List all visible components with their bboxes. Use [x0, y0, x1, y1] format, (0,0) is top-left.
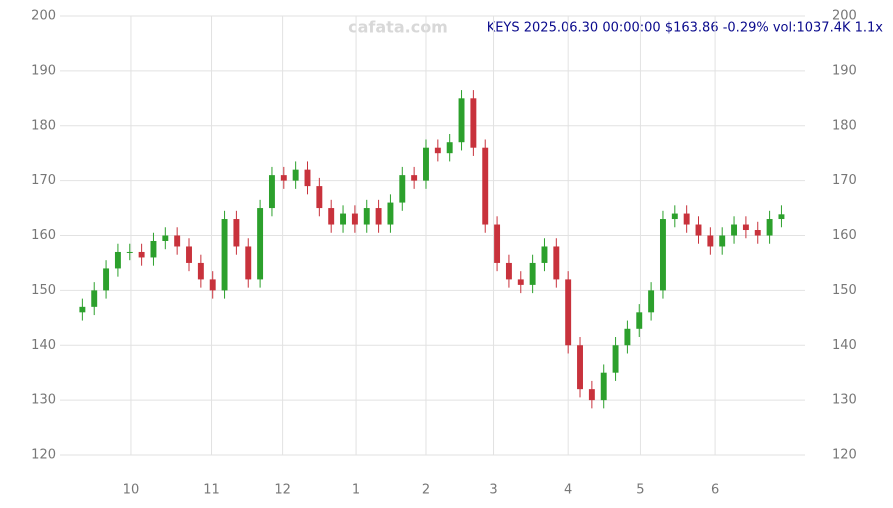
candle-body: [766, 219, 773, 236]
candle-body: [446, 142, 453, 154]
candle-body: [126, 251, 133, 253]
candle-body: [162, 235, 169, 241]
y-tick-label-right: 160: [832, 228, 857, 243]
candle-body: [482, 147, 489, 225]
candle-body: [565, 279, 572, 346]
candle-body: [91, 290, 98, 307]
y-tick-label: 160: [31, 228, 56, 243]
candle-body: [138, 251, 145, 258]
y-tick-label-right: 120: [832, 448, 857, 463]
candle-body: [328, 208, 335, 225]
candle-body: [280, 175, 287, 181]
candle-body: [79, 306, 86, 313]
x-tick-label: 2: [422, 483, 430, 498]
y-tick-label-right: 180: [832, 118, 857, 133]
candle-body: [494, 224, 501, 263]
candle-body: [292, 169, 299, 181]
candle-body: [731, 224, 738, 236]
candle-body: [209, 279, 216, 291]
candle-body: [648, 290, 655, 313]
candle-body: [197, 262, 204, 280]
candle-body: [186, 246, 192, 263]
watermark: cafata.com: [348, 18, 448, 37]
candle-body: [387, 202, 394, 225]
y-tick-label: 190: [31, 63, 56, 78]
candle-body: [233, 219, 240, 247]
candle-body: [553, 246, 560, 280]
y-tick-label-right: 130: [832, 393, 857, 408]
y-tick-label: 200: [31, 9, 56, 24]
chart-title: KEYS 2025.06.30 00:00:00 $163.86 -0.29% …: [487, 21, 884, 36]
candle-body: [695, 224, 702, 236]
candle-body: [612, 345, 619, 373]
candle-body: [340, 213, 347, 225]
candle-body: [434, 147, 441, 154]
candle-body: [754, 230, 761, 236]
candle-body: [505, 262, 512, 280]
candle-body: [363, 208, 370, 225]
x-tick-label: 1: [352, 483, 360, 498]
candle-body: [458, 98, 465, 143]
candle-body: [636, 312, 643, 329]
y-tick-label: 130: [31, 393, 56, 408]
candle-body: [541, 246, 548, 263]
y-tick-label-right: 170: [832, 173, 857, 188]
candle-body: [399, 175, 406, 203]
candle-body: [411, 175, 418, 181]
candle-body: [778, 214, 785, 220]
candle-body: [470, 98, 477, 148]
candle-body: [600, 372, 607, 401]
x-tick-label: 3: [489, 483, 497, 498]
candle-body: [103, 268, 110, 291]
candle-body: [245, 246, 252, 280]
candle-body: [517, 279, 524, 285]
candle-body: [659, 219, 666, 291]
candle-body: [719, 235, 726, 247]
y-tick-label-right: 150: [832, 283, 857, 298]
x-tick-label: 12: [274, 483, 291, 498]
candle-body: [351, 213, 358, 225]
y-tick-label-right: 140: [832, 338, 857, 353]
candle-body: [683, 213, 690, 225]
candle-body: [742, 224, 749, 231]
x-tick-label: 6: [711, 483, 719, 498]
candle-body: [257, 208, 264, 280]
candle-body: [150, 240, 157, 258]
y-tick-label-right: 190: [832, 63, 857, 78]
candle-body: [588, 389, 595, 401]
y-tick-label: 170: [31, 173, 56, 188]
x-tick-label: 11: [203, 483, 220, 498]
candle-body: [707, 235, 714, 247]
y-tick-label: 150: [31, 283, 56, 298]
candle-body: [316, 186, 323, 209]
candle-body: [174, 235, 181, 247]
candle-body: [529, 262, 536, 285]
x-tick-label: 4: [564, 483, 572, 498]
candle-body: [577, 345, 583, 390]
x-tick-label: 10: [123, 483, 140, 498]
y-tick-label: 120: [31, 448, 56, 463]
candle-body: [268, 175, 275, 209]
candle-body: [375, 208, 382, 225]
candle-body: [624, 328, 631, 346]
candle-body: [304, 169, 311, 187]
candle-body: [423, 147, 429, 181]
candle-body: [221, 219, 228, 291]
y-tick-label: 180: [31, 118, 56, 133]
candle-body: [114, 251, 121, 269]
x-tick-label: 5: [636, 483, 644, 498]
candle-body: [671, 213, 678, 220]
y-tick-label: 140: [31, 338, 56, 353]
y-tick-label-right: 200: [832, 9, 857, 24]
